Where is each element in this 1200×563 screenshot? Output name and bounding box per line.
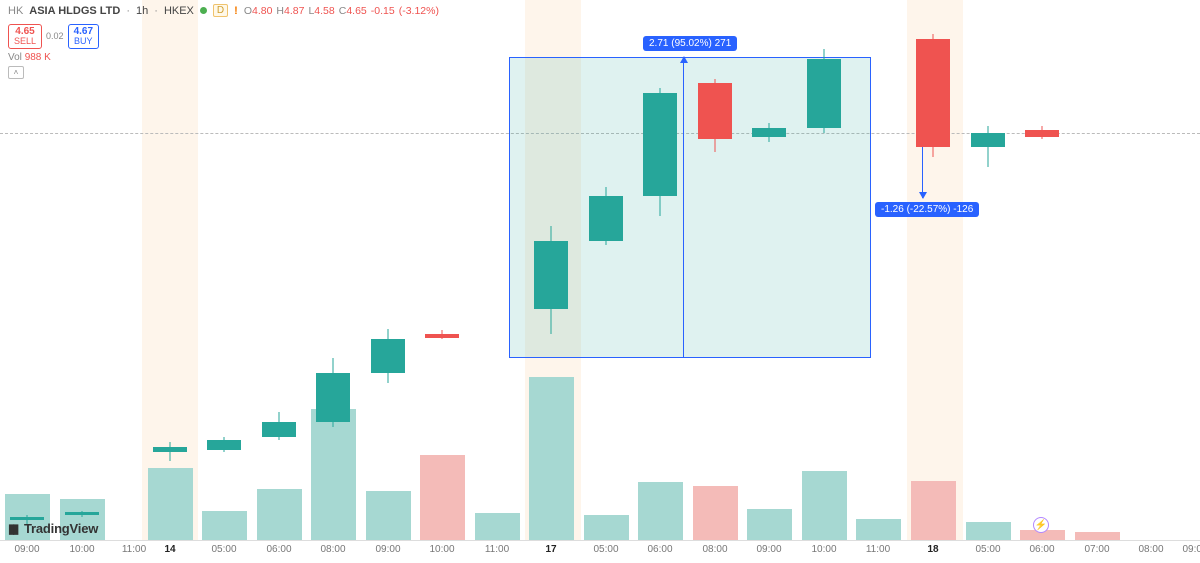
candlestick[interactable] [425,330,459,339]
candlestick[interactable] [207,437,241,452]
ohlc-o: 4.80 [252,5,272,17]
candlestick[interactable] [65,511,99,518]
time-axis-tick: 10:00 [811,544,836,555]
candlestick[interactable] [698,79,732,153]
ohlc-change-pct: (-3.12%) [399,5,439,17]
time-axis-tick: 17 [545,544,556,555]
ohlc-h: 4.87 [284,5,304,17]
time-axis-tick: 18 [927,544,938,555]
candlestick[interactable] [971,126,1005,167]
time-axis-tick: 11:00 [485,544,509,555]
volume-bar[interactable] [148,468,193,540]
volume-bar[interactable] [911,481,956,540]
ohlc-change: -0.15 [371,5,395,17]
volume-bar[interactable] [747,509,792,540]
exchange-label: HKEX [164,5,194,17]
time-axis[interactable]: 09:00 10:00 11:00 14 05:00 06:00 08:00 09:00 10:… [0,540,1200,563]
market-status-dot [200,7,207,14]
tv-logo-icon: ▮▮ [8,521,22,537]
time-axis-tick: 06:00 [266,544,291,555]
candlestick[interactable] [752,123,786,143]
candlestick[interactable] [534,226,568,334]
warning-icon[interactable]: ! [234,5,238,17]
volume-bar[interactable] [366,491,411,540]
time-axis-tick: 10:00 [429,544,454,555]
interval-label[interactable]: 1h [136,5,148,17]
time-axis-tick: 11:00 [866,544,890,555]
volume-bar[interactable] [693,486,738,540]
measure-arrow-up-icon [683,57,684,358]
tradingview-logo[interactable]: ▮▮TradingView [8,521,98,537]
time-axis-tick: 07:00 [1084,544,1109,555]
candlestick[interactable] [643,88,677,216]
collapse-pane-button[interactable]: ˄ [8,66,24,79]
candlestick[interactable] [916,34,950,157]
candlestick[interactable] [316,358,350,427]
volume-bar[interactable] [584,515,629,541]
measure-label-down: -1.26 (-22.57%) -126 [875,202,979,217]
spread-value: 0.02 [46,31,64,41]
volume-bar[interactable] [638,482,683,540]
time-axis-tick: 05:00 [975,544,1000,555]
time-axis-tick: 11:00 [122,544,146,555]
time-axis-tick: 09:00 [756,544,781,555]
time-axis-tick: 06:00 [647,544,672,555]
alert-icon[interactable]: ⚡ [1033,517,1049,533]
time-axis-tick: 08:00 [320,544,345,555]
volume-bar[interactable] [529,377,574,540]
ohlc-readout: O4.80 H4.87 L4.58 C4.65 -0.15 (-3.12%) [244,5,439,17]
volume-bar[interactable] [966,522,1011,540]
sell-badge[interactable]: 4.65 SELL [8,24,42,49]
buy-badge[interactable]: 4.67 BUY [68,24,99,49]
candlestick[interactable] [262,412,296,439]
time-axis-tick: 08:00 [702,544,727,555]
symbol-prefix: HK [8,5,23,17]
candlestick[interactable] [589,187,623,246]
candlestick[interactable] [371,329,405,383]
candlestick[interactable] [1025,126,1059,140]
ohlc-c: 4.65 [346,5,366,17]
time-axis-tick: 09:00 [375,544,400,555]
volume-bar[interactable] [420,455,465,540]
volume-bar[interactable] [311,409,356,540]
symbol-name[interactable]: ASIA HLDGS LTD [29,5,120,17]
volume-bar[interactable] [1075,532,1120,540]
time-axis-tick: 05:00 [211,544,236,555]
time-axis-tick: 09:00 [14,544,39,555]
ohlc-l: 4.58 [314,5,334,17]
time-axis-tick: 06:00 [1029,544,1054,555]
volume-readout: Vol 988 K [8,52,51,63]
volume-bar[interactable] [802,471,847,540]
candlestick[interactable] [153,442,187,462]
volume-bar[interactable] [202,511,247,540]
time-axis-tick: 05:00 [593,544,618,555]
d-badge[interactable]: D [213,4,228,17]
time-axis-tick: 10:00 [69,544,94,555]
time-axis-tick: 08:00 [1138,544,1163,555]
volume-bar[interactable] [856,519,901,540]
bid-ask-badges: 4.65 SELL 0.02 4.67 BUY [8,24,99,49]
time-axis-tick: 09:00 [1182,544,1200,555]
candlestick[interactable] [807,49,841,132]
time-axis-tick: 14 [164,544,175,555]
measure-label-up: 2.71 (95.02%) 271 [643,36,737,51]
volume-bar[interactable] [475,513,520,540]
volume-value: 988 K [25,52,51,63]
chart-header: HK ASIA HLDGS LTD · 1h · HKEX D ! O4.80 … [8,4,439,17]
volume-bar[interactable] [257,489,302,540]
price-chart[interactable]: 2.71 (95.02%) 271 -1.26 (-22.57%) -126 ⚡ [0,0,1200,540]
